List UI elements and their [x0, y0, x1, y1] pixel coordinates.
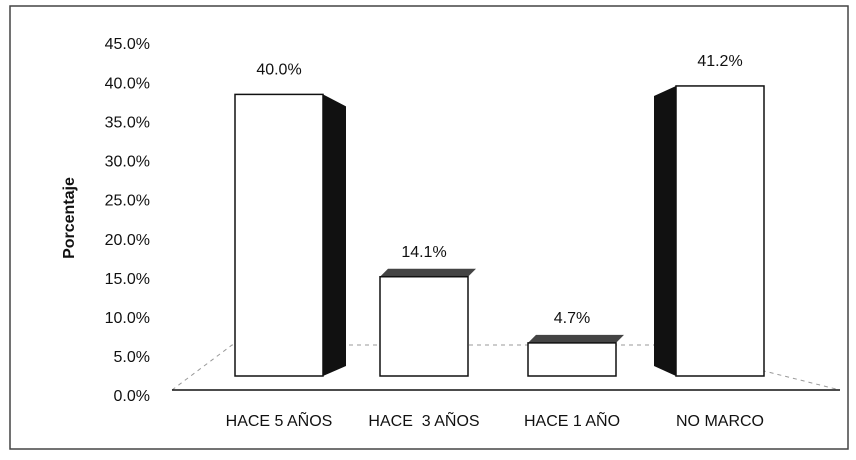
- bar: [379, 275, 469, 377]
- data-label: 14.1%: [401, 244, 446, 261]
- bar-side: [323, 94, 346, 377]
- y-tick-label: 5.0%: [114, 349, 150, 366]
- y-tick-label: 25.0%: [105, 193, 150, 210]
- x-tick-label: HACE 5 AÑOS: [226, 410, 333, 430]
- bar: [675, 85, 765, 377]
- bar: [234, 93, 324, 377]
- y-tick-label: 30.0%: [105, 154, 150, 171]
- data-label: 40.0%: [256, 62, 301, 79]
- y-tick-label: 15.0%: [105, 271, 150, 288]
- y-tick-label: 0.0%: [114, 388, 150, 405]
- bar-side: [654, 85, 676, 377]
- x-tick-label: NO MARCO: [676, 413, 764, 430]
- y-tick-label: 35.0%: [105, 114, 150, 131]
- y-axis-label: Porcentaje: [61, 177, 78, 259]
- x-tick-label: HACE 1 AÑO: [524, 410, 620, 430]
- bar: [527, 342, 617, 377]
- chart-border: [9, 5, 849, 450]
- data-label: 41.2%: [697, 53, 742, 70]
- x-tick-label: HACE 3 AÑOS: [368, 410, 479, 430]
- bar-top: [380, 268, 476, 277]
- data-label: 4.7%: [554, 310, 590, 327]
- y-tick-label: 40.0%: [105, 75, 150, 92]
- y-tick-label: 45.0%: [105, 36, 150, 53]
- y-tick-label: 20.0%: [105, 232, 150, 249]
- bar-top: [528, 334, 624, 343]
- y-tick-label: 10.0%: [105, 310, 150, 327]
